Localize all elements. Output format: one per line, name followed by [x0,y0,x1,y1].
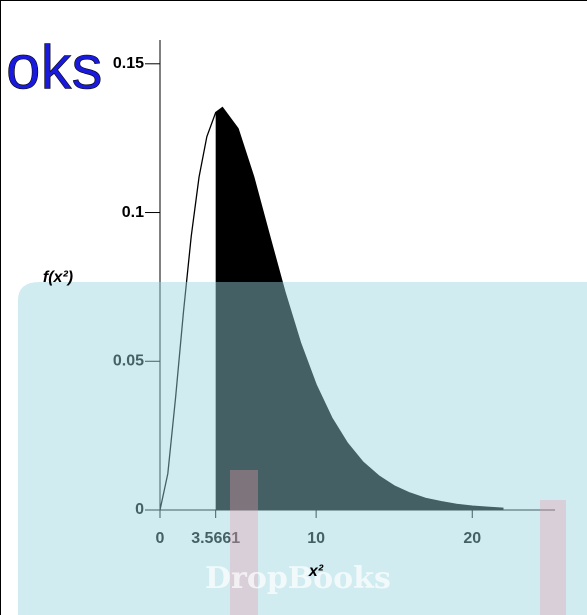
y-tick-label: 0.15 [113,55,144,72]
x-tick-label: 10 [307,530,325,547]
x-tick-label: 0 [156,530,165,547]
watermark-text: DropBooks [205,561,391,596]
watermark-book [230,470,258,615]
y-tick-label: 0 [135,501,144,518]
y-axis-label: f(x²) [43,269,73,286]
x-axis-label: x² [308,563,324,580]
y-tick-label: 0.05 [113,352,144,369]
x-tick-label: 20 [463,530,481,547]
watermark-fragment: oks [6,33,102,102]
density-curve [159,106,504,511]
watermark-book [540,500,566,615]
shaded-area [215,107,504,510]
y-tick-label: 0.1 [122,204,144,221]
watermark-panel [18,282,587,615]
x-tick-label: 3.5661 [191,530,240,547]
plot: 0 0.05 0.1 0.15 0 3.5661 10 20 [113,40,555,547]
